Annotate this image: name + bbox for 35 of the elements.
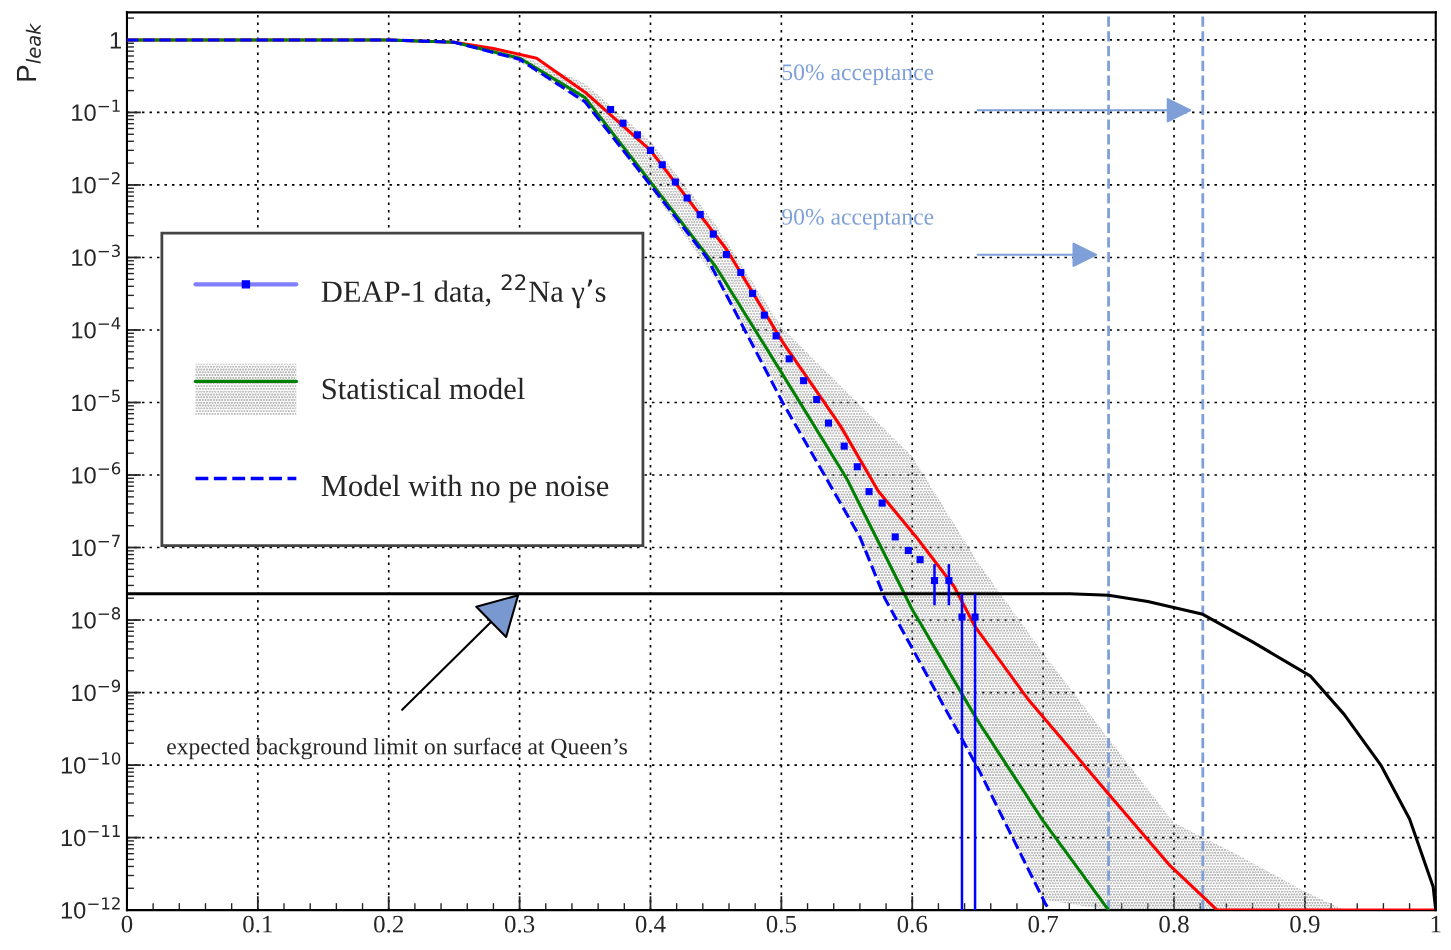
x-tick-label: 0.4 bbox=[635, 915, 666, 933]
y-tick-label: 10$^{−5}$ bbox=[72, 389, 120, 412]
x-tick-label: 1 bbox=[1431, 915, 1441, 933]
y-tick-label: 10$^{−4}$ bbox=[72, 317, 121, 339]
x-tick-label: 0.3 bbox=[504, 915, 535, 933]
point bbox=[971, 613, 979, 621]
point bbox=[930, 577, 939, 585]
legend-label: Model with no pe noise bbox=[321, 474, 609, 503]
x-tick-label: 0.6 bbox=[897, 915, 928, 933]
x-tick-label: 0.1 bbox=[243, 915, 272, 933]
x-tick-label: 0.8 bbox=[1159, 915, 1189, 933]
legend-label: DEAP-1 data, $^{22}$Na γ’s bbox=[321, 274, 606, 309]
y-tick-label: 10$^{−6}$ bbox=[72, 462, 121, 484]
y-tick-label: 10$^{−8}$ bbox=[72, 607, 121, 629]
x-tick-label: 0.5 bbox=[766, 915, 797, 933]
x-tick-label: 0 bbox=[121, 915, 133, 933]
point bbox=[945, 577, 953, 585]
annotation: expected background limit on surface at Queen’s bbox=[167, 737, 627, 760]
y-tick-label: 10$^{−2}$ bbox=[72, 172, 120, 194]
y-tick-label: 10$^{−1}$ bbox=[72, 99, 120, 122]
y-tick-label: 10$^{−12}$ bbox=[61, 897, 120, 919]
y-tick-label: 1 bbox=[110, 32, 121, 49]
x-tick-label: 0.7 bbox=[1028, 915, 1059, 933]
ref-line-label: 50% acceptance bbox=[782, 64, 934, 85]
x-tick-label: 0.2 bbox=[374, 915, 403, 933]
y-tick-label: 10$^{−11}$ bbox=[61, 824, 120, 847]
y-tick-label: 10$^{−3}$ bbox=[72, 244, 120, 267]
y-axis-title: P$_{leak}$ bbox=[16, 22, 41, 81]
x-tick-label: 0.9 bbox=[1290, 915, 1320, 933]
ref-line-label: 90% acceptance bbox=[782, 208, 934, 230]
legend-label: Statistical model bbox=[322, 377, 525, 400]
point bbox=[958, 613, 966, 621]
y-tick-label: 10$^{−9}$ bbox=[72, 679, 121, 702]
y-tick-label: 10$^{−10}$ bbox=[61, 752, 121, 774]
y-tick-label: 10$^{−7}$ bbox=[72, 534, 120, 557]
